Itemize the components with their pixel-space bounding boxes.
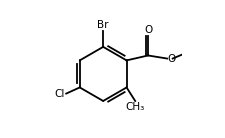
Text: Cl: Cl: [54, 89, 65, 99]
Text: O: O: [167, 54, 175, 64]
Text: O: O: [143, 25, 152, 35]
Text: Br: Br: [97, 20, 108, 30]
Text: CH₃: CH₃: [125, 102, 144, 112]
